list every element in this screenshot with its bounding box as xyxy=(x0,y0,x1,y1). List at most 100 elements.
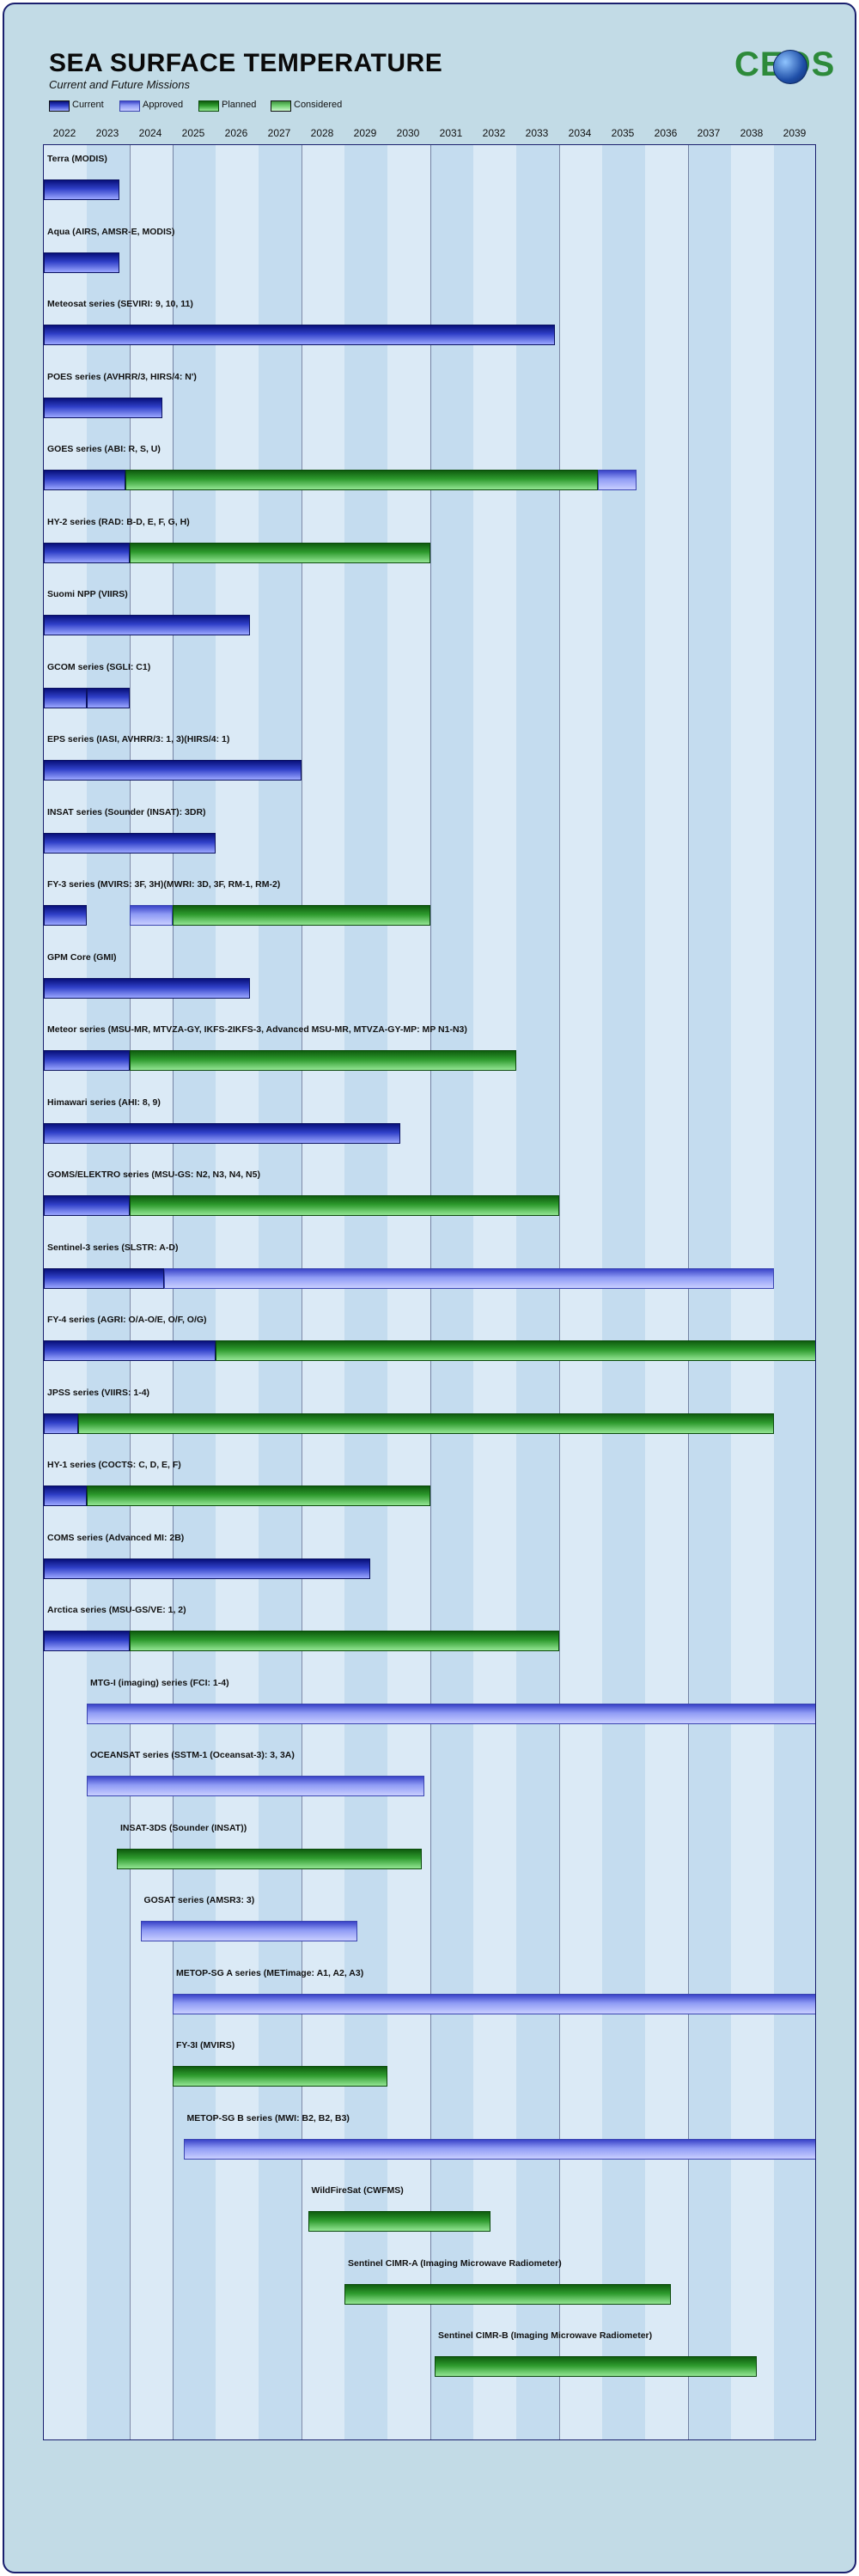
mission-label: Meteosat series (SEVIRI: 9, 10, 11) xyxy=(47,299,193,309)
mission-bar-current xyxy=(87,687,130,708)
mission-bar-current xyxy=(44,179,119,200)
mission-bar-current xyxy=(44,1413,78,1434)
mission-label: Suomi NPP (VIIRS) xyxy=(47,589,128,599)
mission-bar-current xyxy=(44,397,162,418)
mission-bar-current xyxy=(44,1195,130,1216)
chart-subtitle: Current and Future Missions xyxy=(49,78,191,91)
mission-bar-current xyxy=(44,977,250,999)
mission-label: EPS series (IASI, AVHRR/3: 1, 3)(HIRS/4:… xyxy=(47,734,230,744)
gridline xyxy=(173,145,174,2439)
mission-label: METOP-SG B series (MWI: B2, B2, B3) xyxy=(186,2112,350,2123)
mission-bar-planned xyxy=(173,905,430,926)
ceos-logo: CEOS xyxy=(734,46,834,87)
gridline xyxy=(559,145,560,2439)
mission-bar-approved xyxy=(130,905,173,926)
mission-bar-approved xyxy=(598,470,637,490)
year-band xyxy=(645,145,688,2439)
mission-label: Sentinel CIMR-A (Imaging Microwave Radio… xyxy=(348,2257,562,2269)
year-tick-label: 2022 xyxy=(52,127,76,139)
mission-bar-current xyxy=(44,1558,370,1579)
year-band xyxy=(774,145,815,2439)
year-axis: 2022 2023 2024 2025 2026 2027 2028 2029 2030 2031… xyxy=(43,127,816,144)
mission-bar-planned xyxy=(78,1413,774,1434)
year-band xyxy=(344,145,387,2439)
mission-label: Meteor series (MSU-MR, MTVZA-GY, IKFS-2I… xyxy=(47,1024,467,1035)
mission-label: HY-2 series (RAD: B-D, E, F, G, H) xyxy=(47,516,190,527)
mission-label: GOSAT series (AMSR3: 3) xyxy=(143,1895,255,1905)
mission-bar-current xyxy=(44,1050,130,1071)
mission-label: OCEANSAT series (SSTM-1 (Oceansat-3): 3,… xyxy=(90,1750,295,1760)
mission-label: Sentinel CIMR-B (Imaging Microwave Radio… xyxy=(438,2330,653,2341)
year-band xyxy=(302,145,344,2439)
mission-bar-current xyxy=(44,905,87,926)
mission-label: Terra (MODIS) xyxy=(47,154,107,164)
mission-label: INSAT series (Sounder (INSAT): 3DR) xyxy=(47,806,206,817)
mission-label: WildFireSat (CWFMS) xyxy=(311,2185,404,2196)
legend-swatch-approved xyxy=(119,100,140,112)
mission-bar-approved xyxy=(164,1267,774,1289)
gridline xyxy=(130,145,131,2439)
mission-bar-current xyxy=(44,1122,400,1144)
year-band xyxy=(44,145,87,2439)
globe-icon xyxy=(773,50,807,84)
year-band xyxy=(130,145,173,2439)
mission-label: GOMS/ELEKTRO series (MSU-GS: N2, N3, N4,… xyxy=(47,1170,260,1180)
mission-bar-current xyxy=(44,615,250,635)
year-band xyxy=(731,145,774,2439)
year-tick-label: 2030 xyxy=(396,127,420,139)
year-band xyxy=(473,145,516,2439)
year-tick-label: 2024 xyxy=(138,127,162,139)
year-band xyxy=(173,145,216,2439)
mission-bar-current xyxy=(44,1340,216,1361)
year-tick-label: 2029 xyxy=(353,127,377,139)
mission-label: INSAT-3DS (Sounder (INSAT)) xyxy=(120,1822,247,1833)
mission-bar-approved xyxy=(183,2138,815,2160)
mission-label: GPM Core (GMI) xyxy=(47,951,117,963)
mission-bar-current xyxy=(44,542,130,563)
mission-label: GOES series (ABI: R, S, U) xyxy=(47,444,161,454)
mission-bar-current xyxy=(44,687,87,708)
mission-bar-planned xyxy=(308,2211,490,2232)
year-tick-label: 2034 xyxy=(568,127,592,139)
mission-label: Arctica series (MSU-GS/VE: 1, 2) xyxy=(47,1605,186,1615)
mission-bar-current xyxy=(44,470,125,490)
mission-bar-planned xyxy=(435,2356,757,2377)
year-tick-label: 2028 xyxy=(310,127,334,139)
year-tick-label: 2039 xyxy=(783,127,807,139)
mission-label: GCOM series (SGLI: C1) xyxy=(47,661,151,672)
mission-label: JPSS series (VIIRS: 1-4) xyxy=(47,1387,150,1398)
year-tick-label: 2032 xyxy=(482,127,506,139)
year-band xyxy=(387,145,430,2439)
mission-label: HY-1 series (COCTS: C, D, E, F) xyxy=(47,1460,181,1470)
mission-bar-current xyxy=(44,760,302,781)
mission-bar-planned xyxy=(130,1631,559,1651)
mission-bar-approved xyxy=(87,1703,815,1724)
year-tick-label: 2025 xyxy=(181,127,205,139)
legend-label-current: Current xyxy=(72,100,104,110)
gridline xyxy=(430,145,431,2439)
year-tick-label: 2038 xyxy=(740,127,764,139)
mission-bar-planned xyxy=(344,2283,671,2305)
mission-label: Himawari series (AHI: 8, 9) xyxy=(47,1097,161,1108)
chart-title: SEA SURFACE TEMPERATURE xyxy=(49,49,443,77)
mission-bar-current xyxy=(44,252,119,273)
mission-label: MTG-I (imaging) series (FCI: 1-4) xyxy=(90,1677,229,1688)
year-band xyxy=(216,145,259,2439)
mission-bar-current xyxy=(44,1485,87,1506)
year-tick-label: 2031 xyxy=(439,127,463,139)
year-tick-label: 2023 xyxy=(95,127,119,139)
mission-bar-current xyxy=(44,832,216,854)
legend-label-planned: Planned xyxy=(222,100,257,110)
year-tick-label: 2036 xyxy=(654,127,678,139)
mission-label: POES series (AVHRR/3, HIRS/4: N') xyxy=(47,371,197,382)
gridline xyxy=(688,145,689,2439)
mission-bar-planned xyxy=(130,1050,516,1071)
plot-area: Terra (MODIS) Aqua (AIRS, AMSR-E, MODIS) M… xyxy=(43,144,816,2440)
mission-label: FY-3I (MVIRS) xyxy=(176,2040,235,2050)
year-band xyxy=(602,145,645,2439)
year-band xyxy=(430,145,473,2439)
legend-label-considered: Considered xyxy=(294,100,343,110)
mission-bar-planned xyxy=(125,470,598,490)
mission-bar-current xyxy=(44,1631,130,1651)
mission-label: COMS series (Advanced MI: 2B) xyxy=(47,1532,185,1543)
